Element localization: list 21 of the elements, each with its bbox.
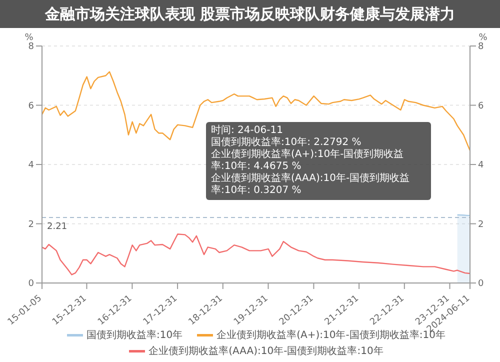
- y2-tick-label: 0: [478, 279, 484, 290]
- y2-tick-label: 4: [478, 160, 484, 171]
- chart-title: 金融市场关注球队表现 股票市场反映球队财务健康与发展潜力: [0, 0, 500, 28]
- y2-tick-label: 8: [478, 42, 484, 52]
- legend-label: 国债到期收益率:10年: [86, 328, 183, 342]
- legend-label: 企业债到期收益率(AAA):10年-国债到期收益率:10年: [148, 344, 384, 358]
- annotation: 国债到期收益率:10年: 2.2792 %: [211, 137, 362, 148]
- line-series: [42, 234, 470, 276]
- ref-line-label: 2.21: [47, 222, 68, 232]
- y-tick-label: 2: [28, 220, 34, 230]
- y-tick-label: 6: [28, 101, 34, 112]
- annotation: 企业债到期收益率(AAA):10年-国债到期收益率:10年: 0.3207 %: [211, 173, 411, 197]
- y-tick-label: 0: [28, 279, 34, 290]
- annotation: 时间: 24-06-11: [211, 125, 284, 136]
- y-axis-title: %: [24, 33, 34, 43]
- y-tick-label: 8: [28, 42, 34, 52]
- y-tick-label: 4: [28, 160, 34, 171]
- y2-tick-label: 2: [478, 220, 484, 230]
- y2-tick-label: 6: [478, 101, 484, 112]
- y2-axis-title: %: [478, 33, 488, 43]
- annotation: 企业债到期收益率(A+):10年-国债到期收益率:10年: 4.4675 %: [211, 149, 405, 172]
